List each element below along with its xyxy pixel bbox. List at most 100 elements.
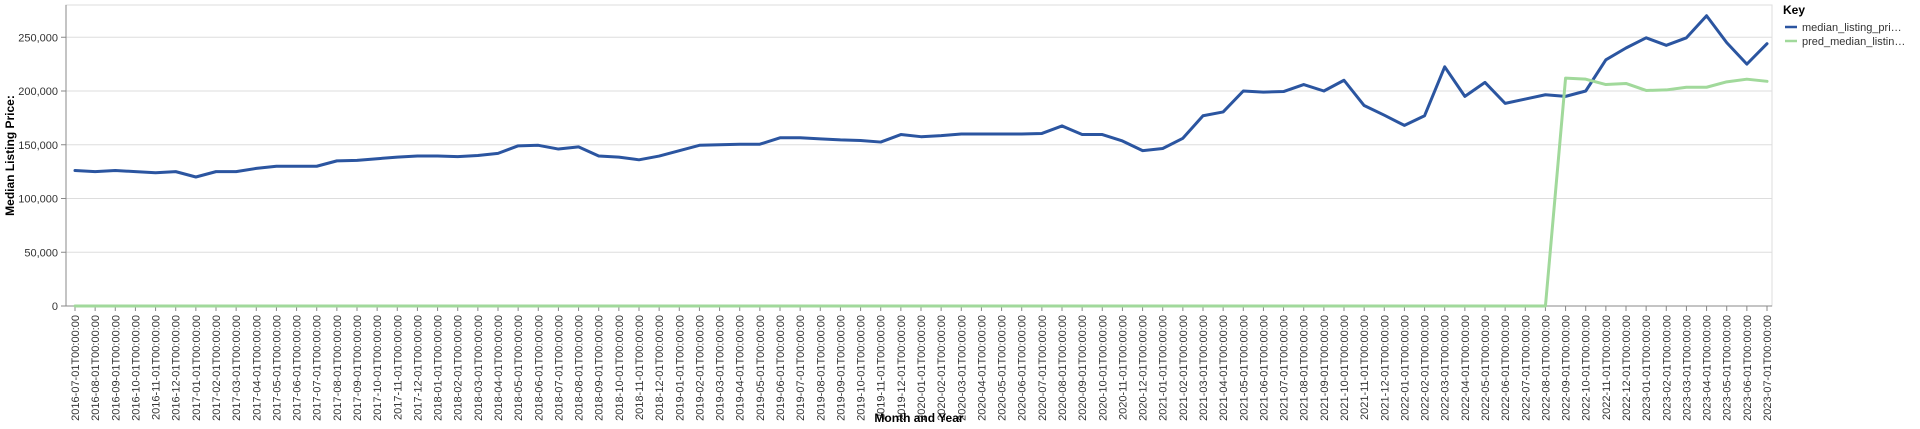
- x-tick-label: 2019-12-01T00:00:00: [896, 315, 908, 421]
- y-tick-label: 50,000: [24, 247, 58, 259]
- x-tick-label: 2020-04-01T00:00:00: [976, 315, 988, 421]
- x-tick-label: 2016-07-01T00:00:00: [70, 315, 82, 421]
- x-tick-label: 2021-09-01T00:00:00: [1319, 315, 1331, 421]
- x-tick-label: 2016-12-01T00:00:00: [171, 315, 183, 421]
- legend: Key median_listing_pri… pred_median_listi…: [1783, 3, 1905, 48]
- x-tick-label: 2020-07-01T00:00:00: [1037, 315, 1049, 421]
- x-tick-label: 2017-01-01T00:00:00: [191, 315, 203, 421]
- x-tick-label: 2017-12-01T00:00:00: [412, 315, 424, 421]
- x-tick-label: 2018-08-01T00:00:00: [574, 315, 586, 421]
- x-tick-label: 2022-05-01T00:00:00: [1480, 315, 1492, 421]
- x-tick-label: 2020-02-01T00:00:00: [936, 315, 948, 421]
- x-tick-label: 2021-01-01T00:00:00: [1158, 315, 1170, 421]
- x-tick-label: 2021-10-01T00:00:00: [1339, 315, 1351, 421]
- x-tick-label: 2019-03-01T00:00:00: [715, 315, 727, 421]
- x-tick-label: 2020-08-01T00:00:00: [1057, 315, 1069, 421]
- x-tick-label: 2019-09-01T00:00:00: [835, 315, 847, 421]
- x-tick-label: 2019-05-01T00:00:00: [755, 315, 767, 421]
- x-tick-label: 2020-05-01T00:00:00: [997, 315, 1009, 421]
- x-axis: 2016-07-01T00:00:00 2016-08-01T00:00:00 20…: [66, 305, 1774, 421]
- x-tick-label: 2021-08-01T00:00:00: [1299, 315, 1311, 421]
- x-tick-label: 2018-02-01T00:00:00: [453, 315, 465, 421]
- x-tick-label: 2023-04-01T00:00:00: [1702, 315, 1714, 421]
- x-tick-label: 2023-02-01T00:00:00: [1661, 315, 1673, 421]
- x-tick-label: 2017-02-01T00:00:00: [211, 315, 223, 421]
- x-tick-label: 2022-02-01T00:00:00: [1420, 315, 1432, 421]
- x-tick-label: 2018-07-01T00:00:00: [553, 315, 565, 421]
- x-tick-label: 2017-07-01T00:00:00: [312, 315, 324, 421]
- x-tick-label: 2023-01-01T00:00:00: [1641, 315, 1653, 421]
- x-tick-label: 2021-04-01T00:00:00: [1218, 315, 1230, 421]
- series-lines: [73, 14, 1769, 308]
- x-tick-label: 2019-06-01T00:00:00: [775, 315, 787, 421]
- x-tick-label: 2020-12-01T00:00:00: [1138, 315, 1150, 421]
- y-axis-title: Median Listing Price:: [3, 95, 17, 216]
- y-axis: 0 50,000 100,000 150,000 200,000 250,000: [18, 5, 67, 313]
- x-tick-label: 2023-03-01T00:00:00: [1681, 315, 1693, 421]
- x-tick-label: 2017-09-01T00:00:00: [352, 315, 364, 421]
- x-tick-label: 2022-06-01T00:00:00: [1500, 315, 1512, 421]
- x-tick-label: 2020-01-01T00:00:00: [916, 315, 928, 421]
- x-tick-label: 2023-07-01T00:00:00: [1762, 315, 1774, 421]
- x-tick-label: 2022-01-01T00:00:00: [1399, 315, 1411, 421]
- x-tick-label: 2020-03-01T00:00:00: [956, 315, 968, 421]
- x-tick-label: 2019-01-01T00:00:00: [674, 315, 686, 421]
- x-tick-label: 2016-11-01T00:00:00: [151, 315, 163, 420]
- x-tick-label: 2022-09-01T00:00:00: [1561, 315, 1573, 421]
- x-tick-label: 2022-11-01T00:00:00: [1601, 315, 1613, 420]
- x-axis-title: Month and Year: [874, 411, 963, 425]
- x-tick-label: 2016-09-01T00:00:00: [110, 315, 122, 421]
- x-tick-label: 2017-06-01T00:00:00: [292, 315, 304, 421]
- series-line-2: [73, 76, 1769, 308]
- x-tick-label: 2022-12-01T00:00:00: [1621, 315, 1633, 421]
- x-tick-label: 2023-05-01T00:00:00: [1722, 315, 1734, 421]
- x-tick-label: 2017-03-01T00:00:00: [231, 315, 243, 421]
- x-tick-label: 2021-02-01T00:00:00: [1178, 315, 1190, 421]
- x-tick-label: 2022-08-01T00:00:00: [1540, 315, 1552, 421]
- plot-border: [65, 4, 1773, 307]
- y-tick-label: 100,000: [18, 194, 58, 206]
- grid: [66, 36, 1772, 307]
- x-tick-label: 2017-10-01T00:00:00: [372, 315, 384, 421]
- x-tick-label: 2019-07-01T00:00:00: [795, 315, 807, 421]
- x-tick-label: 2018-09-01T00:00:00: [594, 315, 606, 421]
- x-tick-label: 2018-06-01T00:00:00: [533, 315, 545, 421]
- x-tick-label: 2022-07-01T00:00:00: [1520, 315, 1532, 421]
- x-tick-label: 2016-10-01T00:00:00: [130, 315, 142, 421]
- x-tick-label: 2022-04-01T00:00:00: [1460, 315, 1472, 421]
- series-line-1: [73, 14, 1769, 179]
- x-tick-label: 2022-03-01T00:00:00: [1440, 315, 1452, 421]
- x-tick-label: 2017-11-01T00:00:00: [392, 315, 404, 420]
- x-tick-label: 2021-07-01T00:00:00: [1279, 315, 1291, 421]
- x-tick-label: 2020-10-01T00:00:00: [1097, 315, 1109, 421]
- x-tick-label: 2018-12-01T00:00:00: [654, 315, 666, 421]
- x-tick-label: 2021-05-01T00:00:00: [1238, 315, 1250, 421]
- y-tick-label: 150,000: [18, 140, 58, 152]
- x-tick-label: 2018-03-01T00:00:00: [473, 315, 485, 421]
- x-tick-label: 2023-06-01T00:00:00: [1742, 315, 1754, 421]
- x-tick-label: 2021-12-01T00:00:00: [1379, 315, 1391, 421]
- x-tick-label: 2019-10-01T00:00:00: [856, 315, 868, 421]
- x-tick-label: 2021-11-01T00:00:00: [1359, 315, 1371, 420]
- y-tick-label: 250,000: [18, 32, 58, 44]
- x-tick-label: 2019-04-01T00:00:00: [735, 315, 747, 421]
- x-tick-label: 2016-08-01T00:00:00: [90, 315, 102, 421]
- x-tick-label: 2020-09-01T00:00:00: [1077, 315, 1089, 421]
- x-tick-label: 2018-05-01T00:00:00: [513, 315, 525, 421]
- x-tick-label: 2020-06-01T00:00:00: [1017, 315, 1029, 421]
- x-tick-label: 2022-10-01T00:00:00: [1581, 315, 1593, 421]
- x-tick-label: 2018-04-01T00:00:00: [493, 315, 505, 421]
- x-tick-label: 2018-11-01T00:00:00: [634, 315, 646, 420]
- legend-title: Key: [1783, 3, 1805, 17]
- y-tick-label: 0: [52, 301, 58, 313]
- legend-label: pred_median_listin…: [1802, 36, 1905, 48]
- x-tick-label: 2018-01-01T00:00:00: [433, 315, 445, 421]
- x-tick-label: 2019-11-01T00:00:00: [876, 315, 888, 420]
- x-tick-label: 2019-08-01T00:00:00: [815, 315, 827, 421]
- y-tick-label: 200,000: [18, 86, 58, 98]
- x-tick-label: 2019-02-01T00:00:00: [694, 315, 706, 421]
- legend-label: median_listing_pri…: [1802, 22, 1902, 34]
- x-tick-label: 2021-06-01T00:00:00: [1258, 315, 1270, 421]
- x-tick-label: 2017-05-01T00:00:00: [271, 315, 283, 421]
